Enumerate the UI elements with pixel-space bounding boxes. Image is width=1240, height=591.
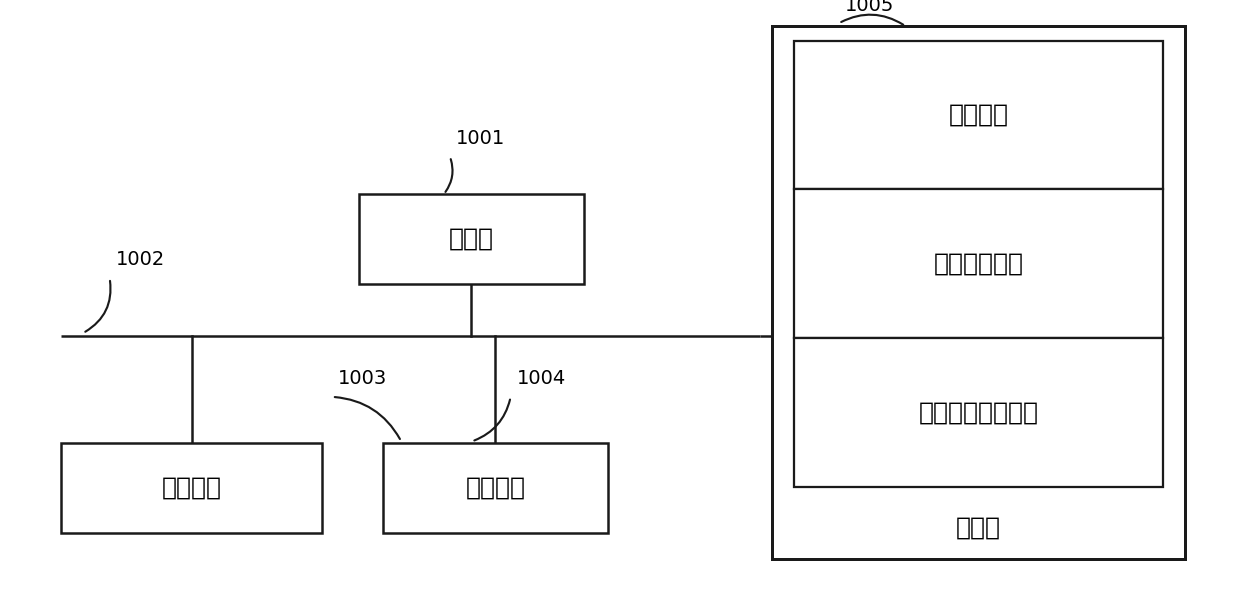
Text: 用户接口: 用户接口 [161,476,222,500]
Bar [794,41,1163,189]
Bar [61,443,322,533]
Bar [794,338,1163,486]
Bar [771,26,1185,559]
Text: 1005: 1005 [844,0,894,15]
Text: 1002: 1002 [115,251,165,269]
Text: 网络接口: 网络接口 [465,476,526,500]
Bar [358,194,584,284]
Text: 1004: 1004 [517,369,565,388]
Bar [383,443,608,533]
Text: 存储器: 存储器 [956,515,1001,539]
Bar [794,189,1163,338]
Text: 1001: 1001 [456,129,505,148]
Text: 处理器: 处理器 [449,227,494,251]
Text: 1003: 1003 [339,369,387,388]
Text: 标准词库分词程序: 标准词库分词程序 [919,400,1038,424]
Text: 操作系统: 操作系统 [949,103,1008,127]
Text: 网络通信模块: 网络通信模块 [934,252,1023,275]
